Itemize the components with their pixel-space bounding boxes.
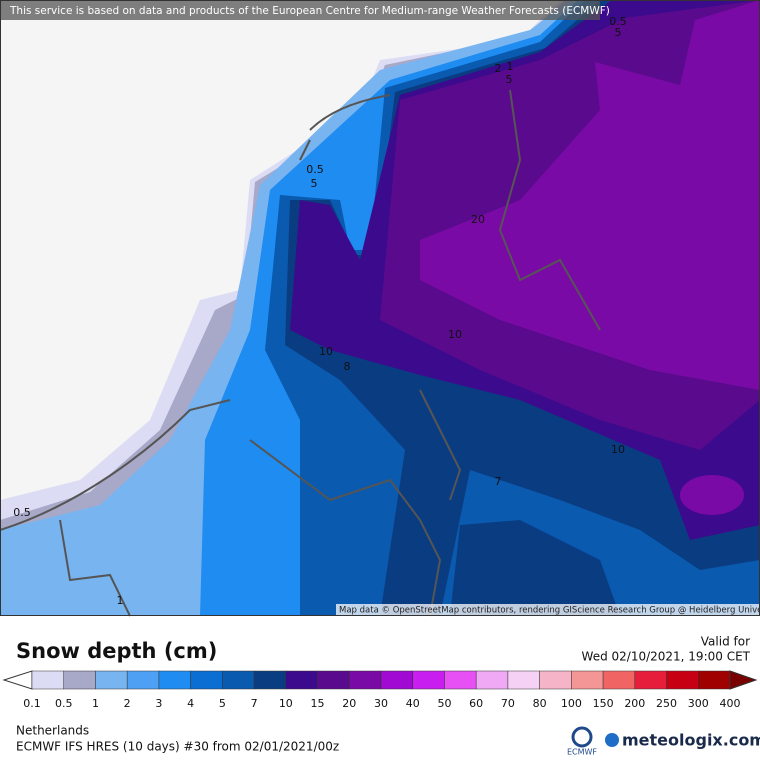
contour-label: 5 — [506, 73, 513, 86]
legend-label: 150 — [593, 697, 614, 710]
legend-arrow-high — [729, 670, 758, 690]
legend-label: 60 — [469, 697, 483, 710]
map: 0.5 5 0.5 5 2 1 5 20 10 10 8 10 7 0.5 1 … — [0, 0, 760, 617]
legend-label: 3 — [155, 697, 162, 710]
legend-swatch — [95, 670, 128, 690]
legend-swatch — [317, 670, 350, 690]
legend-swatch — [126, 670, 160, 690]
border — [419, 389, 462, 501]
brand: meteologix.com — [622, 731, 760, 750]
legend-swatch — [539, 670, 572, 690]
legend-swatch — [31, 670, 64, 690]
legend-label: 200 — [624, 697, 645, 710]
contour-label: 1 — [507, 60, 514, 73]
notice: This service is based on data and produc… — [9, 5, 610, 17]
legend-swatch — [380, 670, 413, 690]
border — [59, 519, 131, 617]
legend-swatch — [349, 670, 382, 690]
legend-label: 300 — [688, 697, 709, 710]
contour-labels: 0.5 5 0.5 5 2 1 5 20 10 10 8 10 7 0.5 1 — [13, 15, 627, 607]
contour-label: 8 — [344, 360, 351, 373]
contour-label: 0.5 — [609, 15, 627, 28]
legend-swatch — [444, 670, 477, 690]
attribution: Map data © OpenStreetMap contributors, r… — [339, 606, 760, 616]
legend-label: 70 — [501, 697, 515, 710]
contour-label: 10 — [611, 443, 625, 456]
brand-icon — [605, 733, 619, 747]
legend-label: 7 — [251, 697, 258, 710]
legend-swatch — [507, 670, 540, 690]
attribution-bar — [336, 604, 760, 616]
contour-label: 5 — [311, 177, 318, 190]
snow-area — [680, 475, 744, 515]
legend-label: 400 — [720, 697, 741, 710]
valid-label: Valid for — [701, 635, 750, 649]
legend-arrow-low — [2, 670, 33, 690]
contour-label: 10 — [448, 328, 462, 341]
contour-label: 2 — [495, 62, 502, 75]
legend-label: 250 — [656, 697, 677, 710]
snow-area — [420, 0, 760, 390]
legend-label: 10 — [279, 697, 293, 710]
islands — [299, 94, 391, 161]
legend-swatch — [666, 670, 699, 690]
legend-swatch — [475, 670, 509, 690]
contour-label: 20 — [471, 213, 485, 226]
contour-label: 0.5 — [13, 506, 31, 519]
legend-swatch — [222, 670, 255, 690]
legend-label: 0.5 — [55, 697, 73, 710]
legend-swatch — [412, 670, 445, 690]
legend-label: 4 — [187, 697, 194, 710]
legend-label: 50 — [437, 697, 451, 710]
contour-label: 7 — [495, 475, 502, 488]
legend-swatch — [285, 670, 318, 690]
legend-label: 15 — [311, 697, 325, 710]
legend-swatch — [158, 670, 191, 690]
notice-bar — [0, 0, 600, 20]
contour-label: 0.5 — [306, 163, 324, 176]
valid-time: Wed 02/10/2021, 19:00 CET — [582, 650, 751, 664]
legend-swatch — [253, 670, 287, 690]
contour-label: 1 — [117, 594, 124, 607]
title: Snow depth (cm) — [16, 639, 217, 663]
legend-label: 0.1 — [23, 697, 41, 710]
coastline — [0, 399, 231, 531]
legend-swatch — [571, 670, 604, 690]
contour-label: 5 — [615, 26, 622, 39]
ecmwf-logo: ECMWF — [567, 748, 597, 757]
legend: 0.1 0.5 1 2 3 4 5 7 10 15 20 30 40 50 60 70 80 100 150 200 2… — [2, 670, 758, 710]
legend-label: 30 — [374, 697, 388, 710]
legend-label: 1 — [92, 697, 99, 710]
model-run: ECMWF IFS HRES (10 days) #30 from 02/01/… — [16, 740, 339, 754]
borders — [0, 89, 601, 617]
border — [498, 89, 601, 331]
snow-area — [450, 520, 620, 616]
ecmwf-icon — [571, 726, 593, 748]
legend-label: 100 — [561, 697, 582, 710]
legend-label: 5 — [219, 697, 226, 710]
region: Netherlands — [16, 724, 89, 738]
legend-swatch — [63, 670, 96, 690]
legend-swatch — [190, 670, 223, 690]
legend-swatch — [634, 670, 667, 690]
legend-label: 40 — [406, 697, 420, 710]
legend-label: 20 — [342, 697, 356, 710]
legend-swatch — [602, 670, 636, 690]
legend-label: 2 — [124, 697, 131, 710]
contour-label: 10 — [319, 345, 333, 358]
legend-label: 80 — [533, 697, 547, 710]
border — [249, 439, 442, 617]
legend-swatch — [698, 670, 731, 690]
